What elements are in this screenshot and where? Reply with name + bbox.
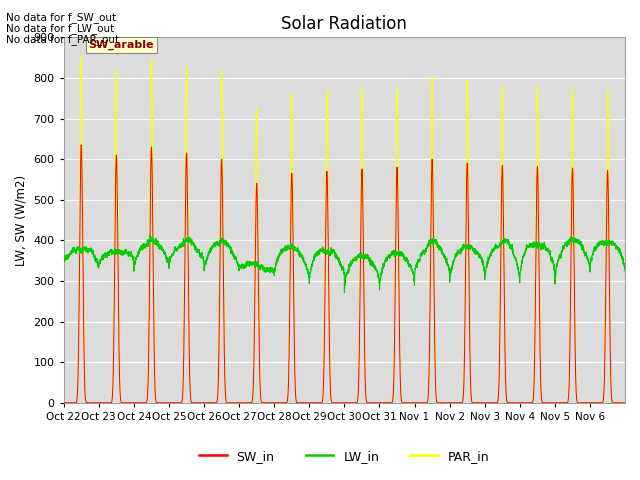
Title: Solar Radiation: Solar Radiation [282, 15, 407, 33]
Text: No data for f_PAR_out: No data for f_PAR_out [6, 34, 120, 45]
Y-axis label: LW, SW (W/m2): LW, SW (W/m2) [15, 175, 28, 265]
Legend: SW_in, LW_in, PAR_in: SW_in, LW_in, PAR_in [194, 445, 495, 468]
Text: SW_arable: SW_arable [89, 40, 154, 50]
Text: No data for f_SW_out: No data for f_SW_out [6, 12, 116, 23]
Text: No data for f_LW_out: No data for f_LW_out [6, 23, 115, 34]
